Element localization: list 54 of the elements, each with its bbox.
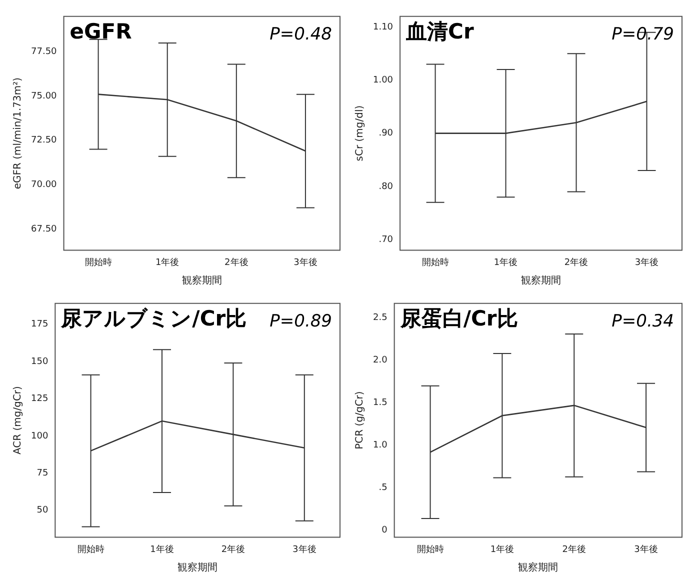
y-tick-label: .70	[378, 234, 394, 245]
y-tick-label: 1.00	[372, 76, 394, 86]
y-tick-label: 1.10	[372, 22, 394, 32]
y-tick-label: 0	[382, 526, 388, 536]
y-tick-label: 2.0	[372, 356, 388, 366]
annotation: P=0.48	[270, 24, 332, 44]
x-tick-label: 1年後	[150, 544, 174, 555]
x-tick-label: 1年後	[490, 544, 514, 555]
x-tick-label: 2年後	[224, 256, 248, 268]
y-tick-label: .5	[378, 483, 388, 494]
x-axis-title: 観察期間	[521, 274, 562, 287]
annotation: P=0.89	[270, 311, 332, 332]
x-tick-label: 開始時	[84, 256, 112, 268]
y-axis-title: ACR (mg/gCr)	[12, 386, 24, 455]
chart-title: 血清Cr	[405, 19, 474, 44]
y-tick-label: 75	[36, 468, 48, 479]
y-tick-label: .80	[378, 182, 394, 192]
x-tick-label: 3年後	[634, 544, 658, 555]
x-axis-title: 観察期間	[182, 274, 222, 287]
x-tick-label: 2年後	[564, 256, 588, 268]
y-tick-label: 72.50	[31, 136, 58, 146]
y-tick-label: 100	[30, 431, 48, 442]
x-tick-label: 開始時	[77, 544, 104, 555]
x-axis-title: 観察期間	[518, 562, 558, 574]
y-tick-label: 67.50	[31, 224, 58, 234]
y-tick-label: 175	[30, 320, 48, 330]
y-tick-label: 1.0	[372, 440, 388, 451]
annotation: P=0.79	[612, 24, 674, 44]
y-axis-title: sCr (mg/dl)	[354, 105, 366, 162]
y-axis-title: PCR (g/gCr)	[354, 391, 366, 450]
x-tick-label: 開始時	[416, 544, 444, 555]
chart-title: 尿蛋白/Cr比	[399, 306, 518, 330]
y-tick-label: .90	[378, 128, 394, 139]
x-tick-label: 2年後	[562, 544, 586, 555]
y-tick-label: 125	[30, 394, 48, 404]
x-tick-label: 1年後	[494, 256, 518, 268]
y-tick-label: 150	[30, 356, 48, 367]
y-tick-label: 2.5	[372, 313, 388, 324]
y-tick-label: 77.50	[31, 47, 58, 58]
y-tick-label: 75.00	[31, 91, 58, 102]
x-tick-label: 開始時	[422, 256, 449, 268]
x-tick-label: 3年後	[292, 544, 316, 555]
x-tick-label: 2年後	[221, 544, 246, 555]
annotation: P=0.34	[612, 311, 674, 332]
x-axis-title: 観察期間	[178, 562, 218, 574]
y-tick-label: 50	[36, 506, 48, 516]
y-tick-label: 70.00	[31, 180, 58, 190]
chart-title: 尿アルブミン/Cr比	[60, 306, 247, 330]
y-axis-title: eGFR (ml/min/1.73m²)	[12, 77, 24, 190]
x-tick-label: 3年後	[294, 256, 318, 268]
y-tick-label: 1.5	[372, 398, 388, 408]
x-tick-label: 1年後	[155, 256, 180, 268]
chart-title: eGFR	[70, 19, 132, 44]
x-tick-label: 3年後	[634, 256, 659, 268]
